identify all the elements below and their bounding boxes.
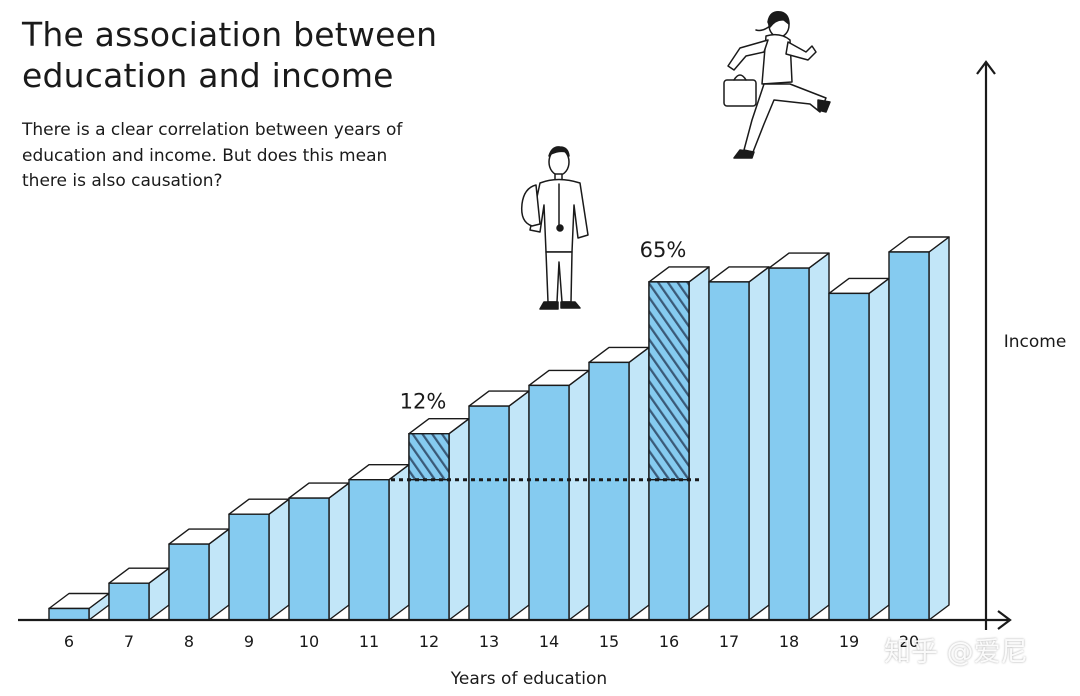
bar — [828, 277, 890, 621]
bar-front — [528, 384, 570, 621]
bar — [348, 464, 410, 621]
x-tick-label: 17 — [719, 632, 739, 651]
bar — [228, 498, 290, 621]
bar-side — [268, 498, 290, 621]
x-axis-label: Years of education — [450, 669, 607, 689]
bar — [108, 567, 170, 621]
bar-front — [768, 267, 810, 621]
bar-side — [748, 266, 770, 621]
standing-man-illustration — [520, 146, 589, 310]
x-tick-label: 14 — [539, 632, 559, 651]
bar-side — [508, 390, 530, 621]
bar-front — [828, 292, 870, 621]
x-tick-label: 8 — [184, 632, 194, 651]
bar-side — [328, 482, 350, 621]
bar-front — [228, 513, 270, 621]
bar-front — [108, 582, 150, 621]
bar — [768, 252, 830, 621]
bar-side — [208, 528, 230, 621]
bar-side — [688, 266, 710, 621]
x-tick-label: 18 — [779, 632, 799, 651]
bar-front — [48, 607, 90, 621]
bar-front — [588, 361, 630, 621]
annotation-label: 12% — [400, 390, 447, 414]
bar-front — [708, 281, 750, 621]
bar — [288, 482, 350, 621]
y-axis-arrow-icon — [976, 60, 996, 75]
bar-front — [888, 251, 930, 621]
annotation-label: 65% — [640, 238, 687, 262]
bar-side — [808, 252, 830, 621]
bar — [168, 528, 230, 621]
x-tick-label: 15 — [599, 632, 619, 651]
x-tick-label: 6 — [64, 632, 74, 651]
x-tick-label: 19 — [839, 632, 859, 651]
x-axis-arrow-icon — [997, 610, 1012, 630]
x-tick-label: 20 — [899, 632, 919, 651]
bar-front — [288, 497, 330, 621]
bar-side — [568, 369, 590, 621]
chart-title: The association between education and in… — [22, 15, 438, 95]
x-tick-label: 12 — [419, 632, 439, 651]
bar — [888, 236, 950, 621]
bar — [588, 346, 650, 621]
x-tick-label: 16 — [659, 632, 679, 651]
x-tick-label: 9 — [244, 632, 254, 651]
watermark: 知乎 @爱尼 — [884, 637, 1028, 668]
bar — [48, 592, 110, 621]
bar-side — [388, 464, 410, 621]
bar — [468, 390, 530, 621]
bar-side — [628, 346, 650, 621]
walking-woman-illustration — [723, 10, 831, 159]
bar — [708, 266, 770, 621]
x-tick-label: 13 — [479, 632, 499, 651]
hatched-segment — [408, 433, 450, 481]
x-tick-label: 7 — [124, 632, 134, 651]
bar-side — [448, 418, 470, 621]
x-tick-label: 10 — [299, 632, 319, 651]
bar-front — [348, 479, 390, 621]
y-axis-label: Income — [1004, 332, 1067, 352]
bar-side — [928, 236, 950, 621]
x-tick-label: 11 — [359, 632, 379, 651]
bar-side — [868, 277, 890, 621]
hatched-segment — [648, 281, 690, 481]
bar-front — [468, 405, 510, 621]
bar — [528, 369, 590, 621]
chart-subtitle: There is a clear correlation between yea… — [22, 120, 403, 191]
bar-front — [168, 543, 210, 621]
